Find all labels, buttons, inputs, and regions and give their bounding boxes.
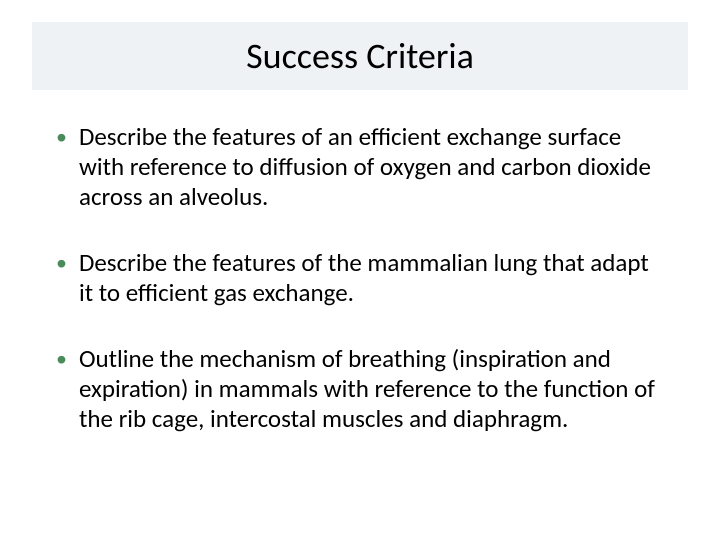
bullet-text: Outline the mechanism of breathing (insp… — [79, 344, 664, 434]
list-item: • Describe the features of the mammalian… — [56, 248, 664, 308]
bullet-icon: • — [56, 248, 67, 278]
bullet-list: • Describe the features of an efficient … — [56, 122, 664, 470]
bullet-icon: • — [56, 122, 67, 152]
bullet-text: Describe the features of an efficient ex… — [79, 122, 664, 212]
list-item: • Outline the mechanism of breathing (in… — [56, 344, 664, 434]
title-bar: Success Criteria — [32, 22, 688, 90]
bullet-icon: • — [56, 344, 67, 374]
list-item: • Describe the features of an efficient … — [56, 122, 664, 212]
slide-title: Success Criteria — [246, 34, 474, 78]
bullet-text: Describe the features of the mammalian l… — [79, 248, 664, 308]
